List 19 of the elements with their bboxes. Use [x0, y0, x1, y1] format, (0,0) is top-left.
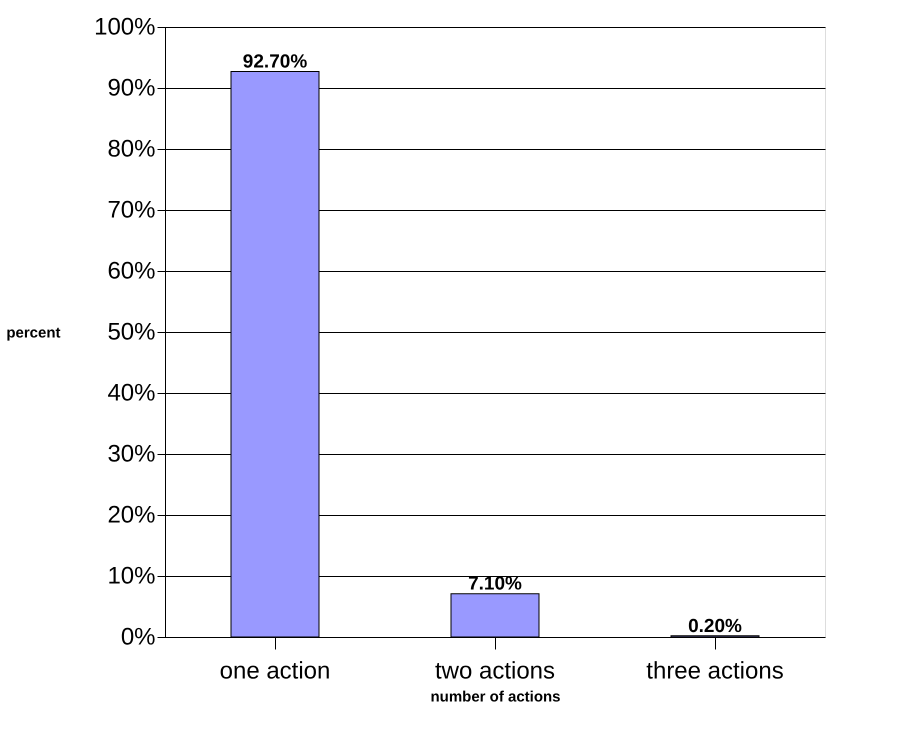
x-tick-label: one action: [220, 658, 330, 684]
y-tick-label: 80%: [107, 136, 156, 162]
y-tick-label: 10%: [107, 562, 156, 590]
y-tick-label: 20%: [107, 502, 156, 528]
y-tick-label: 60%: [107, 258, 156, 284]
y-tick-label: 50%: [107, 318, 156, 346]
y-tick-label: 30%: [107, 440, 156, 468]
y-tick-label: 100%: [94, 14, 156, 40]
x-tick-label: two actions: [434, 658, 556, 684]
x-tick-label: three actions: [646, 658, 784, 684]
y-tick-label: 70%: [107, 196, 156, 224]
y-axis-title: percent: [6, 324, 60, 342]
data-label: 92.70%: [242, 52, 308, 73]
y-tick-label: 40%: [107, 380, 156, 406]
y-tick-label: 0%: [120, 624, 156, 650]
data-label: 7.10%: [468, 574, 522, 595]
y-tick-label: 90%: [107, 74, 156, 102]
x-axis-title: number of actions: [430, 688, 561, 706]
data-label: 0.20%: [688, 616, 742, 637]
